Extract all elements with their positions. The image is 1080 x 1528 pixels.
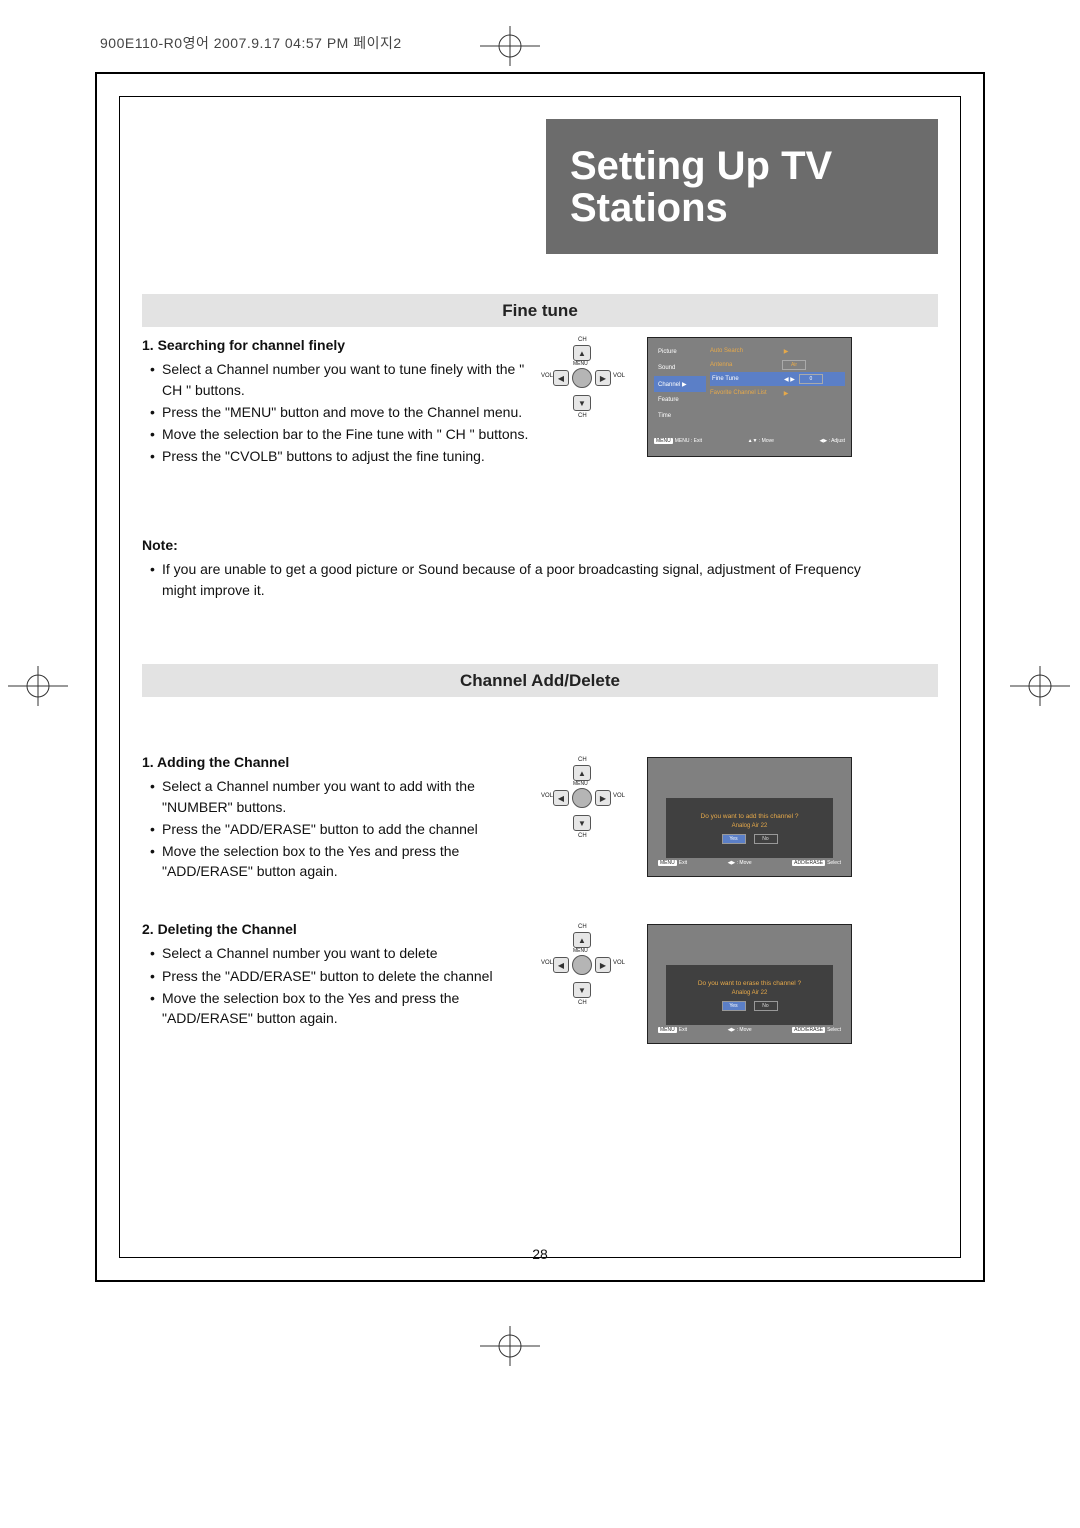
osd-channel-menu: Picture Sound Channel ▶ Feature Time Aut… (647, 337, 852, 457)
dpad-down-icon: ▼ (573, 395, 591, 411)
dpad-left-icon: ◀ (553, 957, 569, 973)
osd-side-item: Channel ▶ (654, 376, 706, 392)
section-bar-add-delete: Channel Add/Delete (142, 664, 938, 697)
fine-tune-block: 1. Searching for channel finely Select a… (142, 335, 532, 469)
page-outer-frame: Setting Up TV Stations Fine tune 1. Sear… (95, 72, 985, 1282)
deleting-block: 2. Deleting the Channel Select a Channel… (142, 919, 532, 1030)
remote-dpad-figure: CH CH VOL VOL MENU ▲ ▼ ◀ ▶ (547, 924, 617, 1006)
crop-mark-bottom (480, 1326, 540, 1366)
del-heading: 2. Deleting the Channel (142, 919, 532, 939)
remote-dpad-figure: CH CH VOL VOL MENU ▲ ▼ ◀ ▶ (547, 757, 617, 839)
title-line1: Setting Up TV (570, 144, 832, 188)
remote-dpad-figure: CH CH VOL VOL MENU ▲ ▼ ◀ ▶ (547, 337, 617, 419)
osd-row: Favorite Channel List▶ (710, 386, 845, 400)
dpad-center-icon (572, 368, 592, 388)
dialog-no: No (754, 1001, 778, 1011)
osd-side-item: Sound (654, 360, 706, 376)
add-heading: 1. Adding the Channel (142, 752, 532, 772)
dpad-up-icon: ▲ (573, 932, 591, 948)
osd-row: AntennaAir (710, 358, 845, 372)
search-heading: 1. Searching for channel finely (142, 335, 532, 355)
add-step: Select a Channel number you want to add … (150, 776, 532, 817)
dpad-icon: CH CH VOL VOL MENU ▲ ▼ ◀ ▶ (547, 924, 617, 1006)
dpad-left-icon: ◀ (553, 790, 569, 806)
add-step: Press the "ADD/ERASE" button to add the … (150, 819, 532, 839)
osd-add-dialog: Do you want to add this channel ? Analog… (647, 757, 852, 877)
note-block: Note: If you are unable to get a good pi… (142, 535, 862, 602)
osd-footer: MENUMENU : Exit ▲▼ : Move ◀▶ : Adjust (654, 438, 845, 452)
chapter-title: Setting Up TV Stations (546, 119, 938, 254)
search-step: Move the selection bar to the Fine tune … (150, 424, 532, 444)
search-step: Press the "CVOLB" buttons to adjust the … (150, 446, 532, 466)
osd-side-item: Picture (654, 344, 706, 360)
note-text: If you are unable to get a good picture … (150, 559, 862, 600)
dpad-down-icon: ▼ (573, 982, 591, 998)
search-step: Press the "MENU" button and move to the … (150, 402, 532, 422)
dialog-sub: Analog Air 22 (732, 823, 768, 829)
crop-mark-right (1010, 666, 1070, 706)
dpad-down-icon: ▼ (573, 815, 591, 831)
dialog-no: No (754, 834, 778, 844)
add-step: Move the selection box to the Yes and pr… (150, 841, 532, 882)
dpad-left-icon: ◀ (553, 370, 569, 386)
osd-footer: MENUExit ◀▶ : Move ADD/ERASESelect (658, 1027, 841, 1039)
note-heading: Note: (142, 535, 862, 555)
dialog-question: Do you want to erase this channel ? (698, 980, 801, 987)
crop-mark-top (480, 26, 540, 66)
page-number: 28 (97, 1246, 983, 1262)
dpad-center-icon (572, 788, 592, 808)
dialog-yes: Yes (722, 1001, 746, 1011)
dialog-question: Do you want to add this channel ? (701, 813, 799, 820)
osd-row-active: Fine Tune◀ ▶0 (710, 372, 845, 386)
dpad-center-icon (572, 955, 592, 975)
section-bar-fine-tune: Fine tune (142, 294, 938, 327)
del-step: Move the selection box to the Yes and pr… (150, 988, 532, 1029)
osd-delete-dialog: Do you want to erase this channel ? Anal… (647, 924, 852, 1044)
print-header: 900E110-R0영어 2007.9.17 04:57 PM 페이지2 (100, 33, 402, 53)
dpad-up-icon: ▲ (573, 345, 591, 361)
osd-row: Auto Search▶ (710, 344, 845, 358)
dpad-icon: CH CH VOL VOL MENU ▲ ▼ ◀ ▶ (547, 337, 617, 419)
dpad-right-icon: ▶ (595, 790, 611, 806)
title-line2: Stations (570, 186, 728, 230)
dpad-right-icon: ▶ (595, 370, 611, 386)
osd-side-item: Time (654, 408, 706, 424)
adding-block: 1. Adding the Channel Select a Channel n… (142, 752, 532, 884)
page-content: Setting Up TV Stations Fine tune 1. Sear… (142, 119, 938, 1235)
del-step: Press the "ADD/ERASE" button to delete t… (150, 966, 532, 986)
dpad-up-icon: ▲ (573, 765, 591, 781)
search-step: Select a Channel number you want to tune… (150, 359, 532, 400)
dpad-icon: CH CH VOL VOL MENU ▲ ▼ ◀ ▶ (547, 757, 617, 839)
crop-mark-left (8, 666, 68, 706)
osd-side-item: Feature (654, 392, 706, 408)
del-step: Select a Channel number you want to dele… (150, 943, 532, 963)
osd-footer: MENUExit ◀▶ : Move ADD/ERASESelect (658, 860, 841, 872)
dialog-sub: Analog Air 22 (732, 990, 768, 996)
dialog-yes: Yes (722, 834, 746, 844)
dpad-right-icon: ▶ (595, 957, 611, 973)
